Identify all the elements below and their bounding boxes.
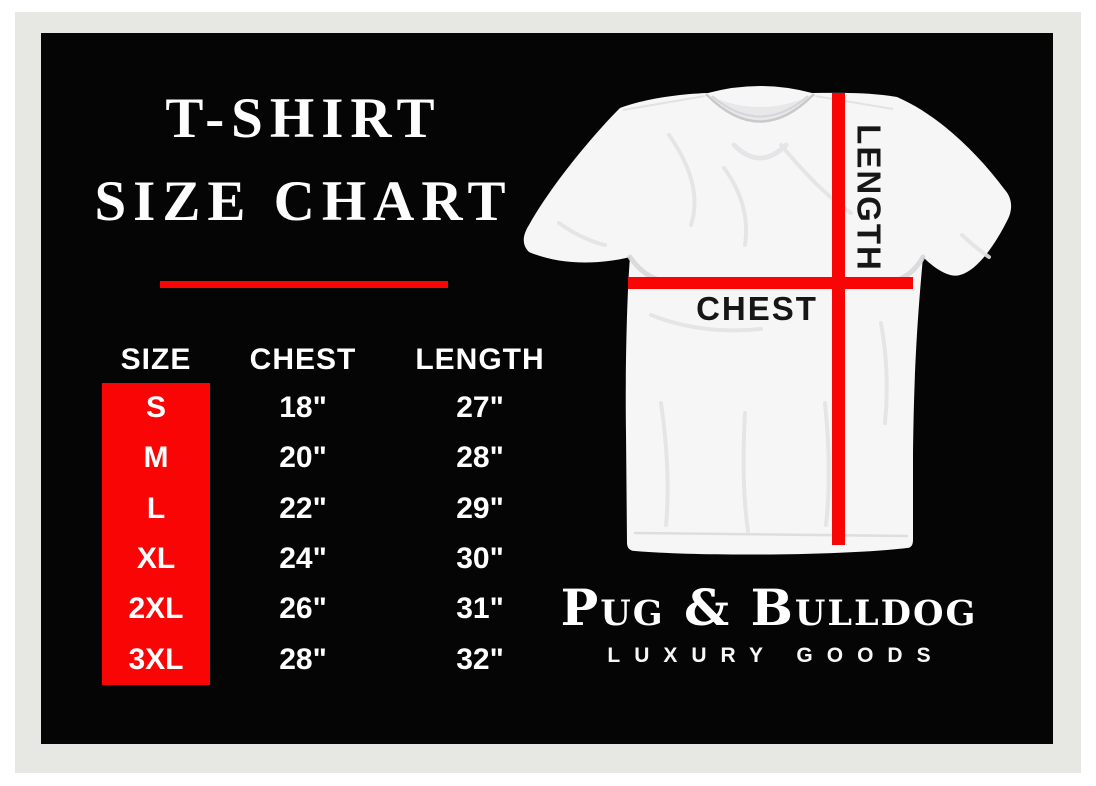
table-header-row: SIZE CHEST LENGTH (102, 337, 564, 383)
column-header-length: LENGTH (415, 343, 545, 376)
size-column-highlight (102, 383, 210, 685)
red-divider (160, 281, 448, 288)
tshirt-image: CHEST LENGTH (523, 86, 1012, 555)
table-row: M 20" 28" (102, 433, 564, 483)
title-line-2: SIZE CHART (94, 170, 513, 233)
length-cell: 31" (456, 592, 504, 626)
column-header-size: SIZE (120, 343, 192, 376)
size-table: SIZE CHEST LENGTH S 18" 27" M 20" 28" L (102, 337, 564, 685)
table-body: S 18" 27" M 20" 28" L 22" 29" XL 24" (102, 383, 564, 685)
chest-cell: 22" (279, 491, 327, 525)
page-title: T-SHIRT SIZE CHART (51, 77, 556, 243)
length-cell: 28" (456, 441, 504, 475)
chest-label: CHEST (696, 290, 818, 327)
table-row: L 22" 29" (102, 484, 564, 534)
size-cell: 3XL (128, 642, 184, 676)
length-label: LENGTH (851, 124, 888, 272)
table-row: S 18" 27" (102, 383, 564, 433)
length-cell: 30" (456, 542, 504, 576)
table-row: 3XL 28" 32" (102, 635, 564, 685)
title-line-1: T-SHIRT (165, 87, 442, 150)
brand-name: Pug & Bulldog (560, 578, 978, 637)
tshirt-silhouette (523, 86, 1012, 555)
chest-cell: 28" (279, 642, 327, 676)
length-measure-line (832, 93, 845, 545)
chest-cell: 24" (279, 542, 327, 576)
chest-cell: 18" (279, 391, 327, 425)
brand-logo: Pug & Bulldog LUXURY GOODS (519, 577, 1019, 668)
chest-cell: 20" (279, 441, 327, 475)
chest-cell: 26" (279, 592, 327, 626)
size-cell: S (145, 391, 166, 425)
chest-measure-line (628, 277, 913, 289)
chart-panel: T-SHIRT SIZE CHART SIZE CHEST LENGTH S 1… (41, 33, 1053, 744)
length-cell: 32" (456, 642, 504, 676)
table-row: XL 24" 30" (102, 534, 564, 584)
gray-frame: T-SHIRT SIZE CHART SIZE CHEST LENGTH S 1… (15, 12, 1081, 773)
length-cell: 29" (456, 491, 504, 525)
size-cell: 2XL (128, 592, 184, 626)
column-header-chest: CHEST (249, 343, 357, 376)
tshirt-collar (622, 93, 894, 123)
length-cell: 27" (456, 391, 504, 425)
size-cell: M (143, 441, 169, 475)
brand-tagline: LUXURY GOODS (607, 644, 945, 667)
table-row: 2XL 26" 31" (102, 584, 564, 634)
size-cell: XL (136, 542, 176, 576)
size-cell: L (146, 491, 166, 525)
